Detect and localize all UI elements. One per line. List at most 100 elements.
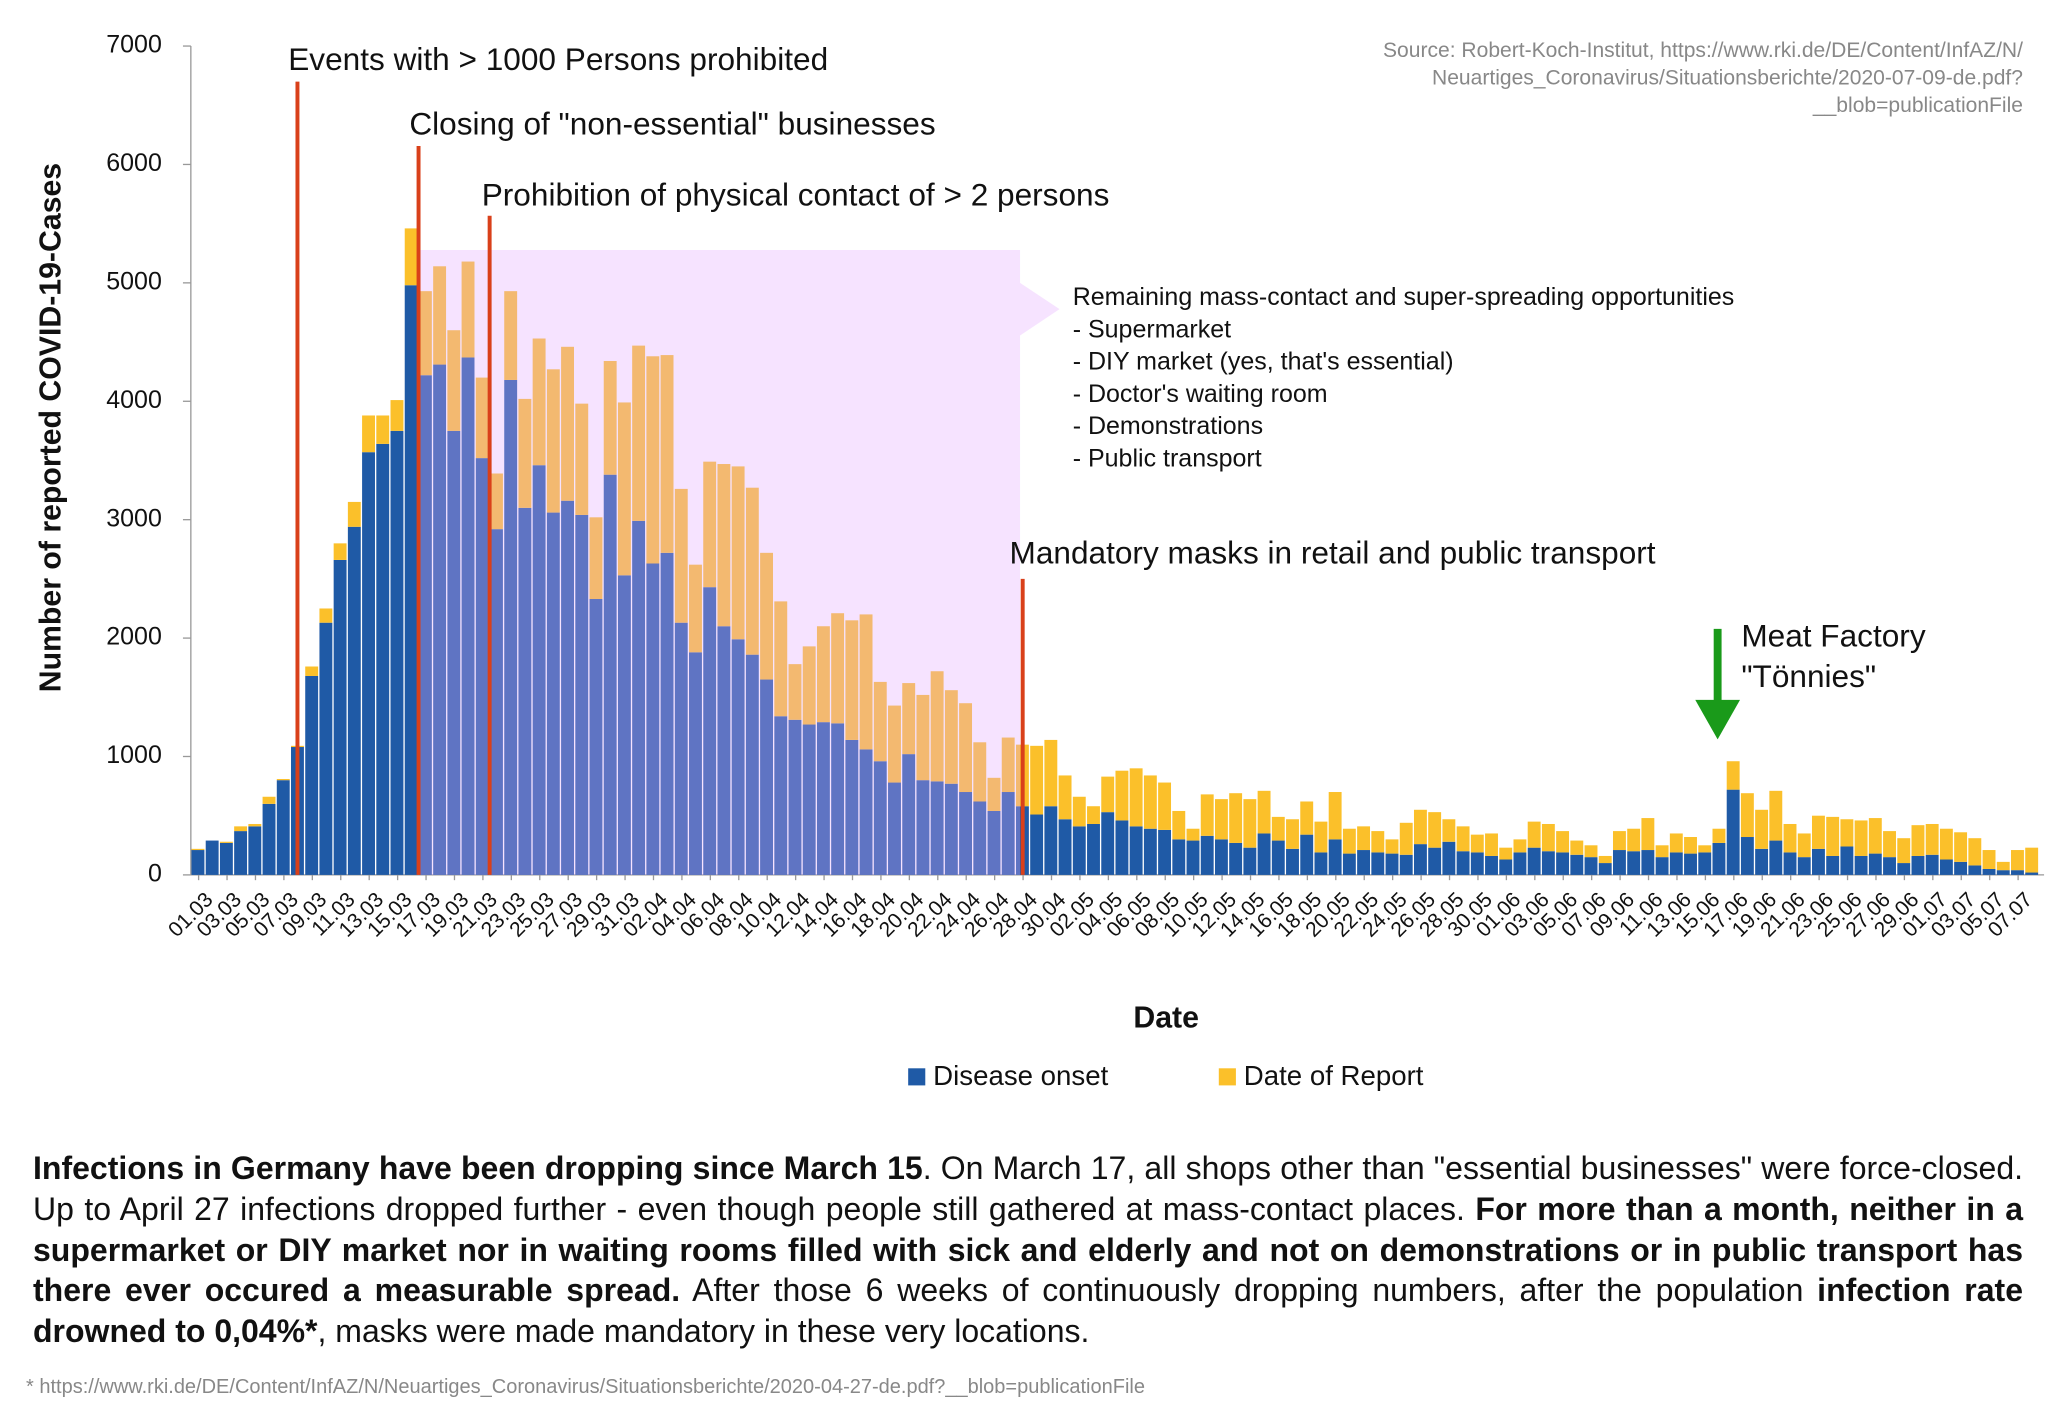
bar-segment [1740, 793, 1754, 838]
highlight-text: - Public transport [1073, 444, 1262, 472]
bar-segment [2011, 850, 2024, 871]
bar-segment [362, 452, 375, 875]
bar-segment [1286, 819, 1299, 849]
bar-segment [504, 379, 518, 875]
bar-segment [902, 683, 916, 755]
bar-segment [305, 666, 319, 676]
bar-segment [1897, 863, 1911, 875]
bar-segment [1598, 863, 1612, 875]
bar-segment [1939, 859, 1953, 875]
bar-segment [447, 430, 461, 875]
bar-segment [660, 552, 674, 875]
highlight-text: - Supermarket [1073, 315, 1231, 343]
bar-segment [1826, 816, 1840, 856]
bar-segment [1243, 847, 1257, 875]
bar-segment [475, 377, 489, 459]
bar-segment [319, 622, 333, 875]
bar-segment [1072, 796, 1086, 827]
bar-segment [1769, 840, 1783, 875]
bar-segment [1342, 828, 1356, 854]
event-label: Prohibition of physical contact of > 2 p… [482, 177, 1110, 213]
y-tick-label: 1000 [106, 741, 162, 769]
bar-segment [973, 742, 987, 802]
bar-segment [518, 398, 532, 508]
bar-segment [1612, 831, 1626, 851]
bar-segment [532, 465, 546, 875]
bar-segment [1740, 837, 1754, 875]
y-tick-label: 0 [148, 860, 162, 888]
bar-segment [575, 403, 589, 515]
bar-segment [376, 415, 390, 444]
highlight-text: - DIY market (yes, that's essential) [1073, 348, 1454, 376]
bar-segment [717, 626, 731, 875]
bar-segment [760, 679, 774, 875]
bar-segment [617, 575, 631, 875]
bar-segment [1883, 857, 1896, 875]
bar-segment [1357, 826, 1371, 851]
bar-segment [717, 464, 731, 627]
bar-segment [816, 722, 830, 875]
bar-segment [333, 543, 347, 560]
bar-segment [944, 690, 958, 784]
bar-segment [461, 357, 475, 875]
bar-segment [1897, 838, 1911, 864]
bar-segment [1158, 782, 1172, 830]
bar-segment [205, 840, 219, 875]
bar-segment [959, 703, 973, 793]
bar-segment [404, 228, 418, 286]
bar-segment [1840, 846, 1854, 875]
bar-segment [689, 652, 702, 875]
bar-segment [418, 291, 432, 376]
bar-segment [1485, 855, 1498, 875]
bar-segment [1129, 826, 1143, 875]
bar-segment [1755, 809, 1769, 849]
bar-segment [191, 848, 205, 851]
bar-segment [1257, 790, 1271, 834]
bar-segment [1996, 861, 2010, 871]
bar-segment [873, 681, 887, 762]
text-run: infection rate drowned to 0,04%* [33, 1272, 2024, 1350]
x-axis-label: Date [1133, 1002, 1199, 1035]
bar-segment [1570, 840, 1584, 855]
bar-segment [418, 375, 432, 875]
bar-segment [1925, 823, 1939, 855]
highlight-region [418, 249, 1060, 875]
bar-segment [1314, 852, 1328, 875]
bar-segment [347, 501, 361, 527]
bar-segment [1385, 853, 1399, 875]
bar-segment [1854, 855, 1868, 875]
bar-segment [1143, 775, 1157, 829]
bar-segment [1840, 819, 1854, 847]
bar-segment [774, 601, 788, 717]
bar-segment [262, 803, 276, 875]
bar-segment [546, 512, 560, 875]
bar-segment [1655, 857, 1669, 875]
bar-segment [888, 782, 901, 875]
bar-segment [1527, 821, 1541, 848]
bar-segment [831, 723, 845, 875]
bar-segment [845, 620, 859, 740]
bar-segment [973, 801, 987, 875]
bar-segment [1200, 794, 1214, 836]
bar-segment [1954, 861, 1968, 875]
bar-segment [1797, 857, 1811, 875]
bar-segment [1641, 818, 1655, 851]
bar-segment [1627, 851, 1641, 875]
bar-segment [1868, 818, 1882, 854]
legend-swatch [1218, 1068, 1236, 1086]
bar-segment [1328, 839, 1342, 875]
bar-segment [703, 587, 717, 875]
bar-segment [1087, 806, 1100, 824]
bar-segment [1129, 768, 1143, 827]
source: __blob=publicationFile [1812, 94, 2023, 117]
bar-segment [774, 716, 788, 875]
bar-segment [518, 507, 532, 875]
bar-segment [1257, 833, 1271, 875]
bar-segment [1684, 853, 1697, 875]
bar-segment [1300, 801, 1314, 835]
bar-segment [1001, 737, 1015, 793]
bar-segment [802, 724, 816, 875]
bar-segment [1499, 859, 1513, 875]
bar-segment [1968, 838, 1982, 866]
bar-segment [191, 850, 205, 875]
